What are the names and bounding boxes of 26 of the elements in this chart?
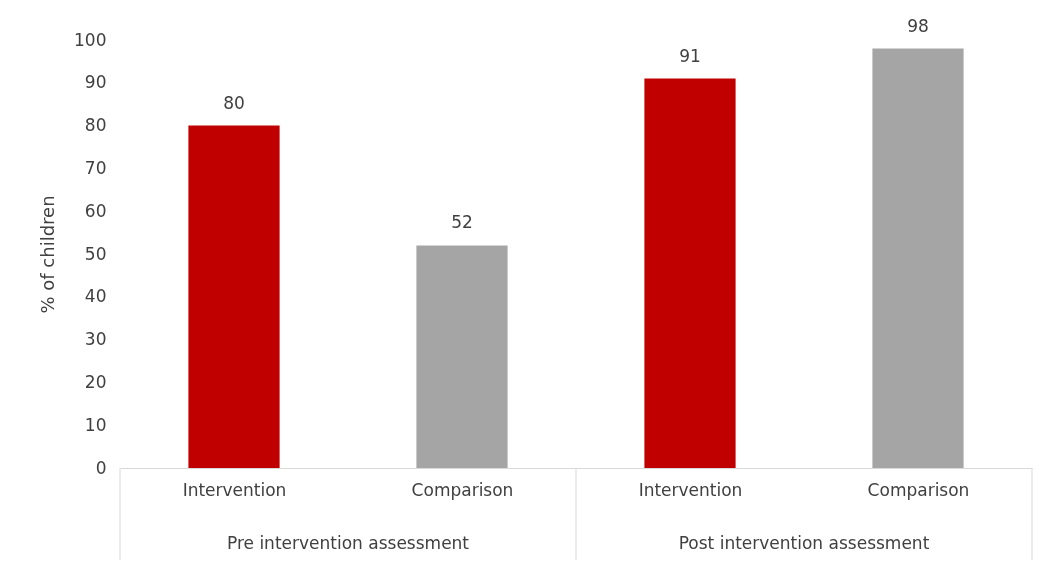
x-tick-label: Comparison (867, 479, 970, 500)
y-tick-label: 30 (84, 329, 107, 350)
text: Post intervention assessment (678, 533, 930, 553)
y-tick-label: 40 (84, 286, 107, 307)
data-label: 91 (679, 45, 701, 66)
y-tick-label: 100 (74, 29, 107, 50)
data-label: 98 (907, 15, 929, 36)
x-tick-label: Intervention (638, 479, 743, 500)
bar (644, 78, 736, 468)
data-label: 80 (223, 92, 245, 113)
y-tick-label: 10 (84, 414, 107, 435)
y-tick-label: 50 (84, 243, 107, 264)
data-label: 52 (451, 212, 473, 233)
y-tick-label: 70 (84, 157, 107, 178)
y-tick-label: 60 (84, 200, 107, 221)
x-tick-label: Comparison (411, 479, 514, 500)
y-tick-label: 80 (84, 115, 107, 136)
bar (416, 245, 508, 468)
y-tick-label: 20 (84, 371, 107, 392)
x-tick-label: Intervention (182, 479, 287, 500)
bar (872, 48, 964, 468)
y-tick-label: 90 (84, 72, 107, 93)
y-axis-title: % of children (37, 195, 59, 314)
y-tick-label: 0 (95, 457, 107, 478)
bar (188, 125, 280, 468)
text: Pre intervention assessment (226, 533, 470, 553)
